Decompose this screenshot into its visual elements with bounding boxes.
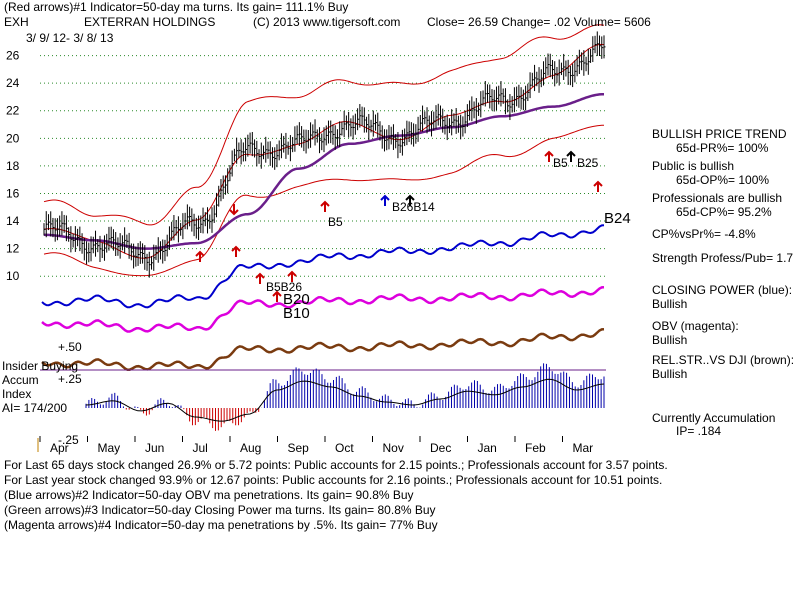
y-tick-20: 20 <box>6 131 20 145</box>
cp-vs-pr: CP%vsPr%= -4.8% <box>652 227 756 241</box>
y-tick-14: 14 <box>6 214 20 228</box>
x-tick-Nov: Nov <box>383 441 404 455</box>
y-tick-16: 16 <box>6 186 20 200</box>
annotation-b20: B20 <box>283 291 310 308</box>
annotation-b5-right: B5 <box>553 156 568 170</box>
annotation-b10: B10 <box>283 305 310 322</box>
index-label: Index <box>2 387 32 401</box>
indicator-1-text: (Red arrows)#1 Indicator=50-day ma turns… <box>4 0 349 14</box>
obv-line <box>41 286 605 333</box>
y-tick-12: 12 <box>6 242 20 256</box>
obv-value: Bullish <box>652 333 688 347</box>
x-tick-Aug: Aug <box>240 441 261 455</box>
ma50-line <box>43 92 604 250</box>
ip-value: IP= .184 <box>676 424 722 438</box>
footer-65-days: For Last 65 days stock changed 26.9% or … <box>4 458 668 472</box>
footer-magenta-arrows: (Magenta arrows)#4 Indicator=50-day ma p… <box>4 518 438 532</box>
annotation-b25: B25 <box>577 156 599 170</box>
accum-ma-line <box>85 378 605 422</box>
red-arrow-up-head <box>272 290 282 297</box>
black-arrow-up-head <box>405 194 415 201</box>
copyright: (C) 2013 www.tigersoft.com <box>253 15 401 29</box>
ai-value: AI= 174/200 <box>2 401 68 415</box>
pros-bullish: Professionals are bullish <box>652 191 783 205</box>
x-tick-Mar: Mar <box>573 441 594 455</box>
relstr-line <box>41 328 605 371</box>
accum-tick-p50: +.50 <box>58 340 82 354</box>
obv-label: OBV (magenta): <box>652 319 739 333</box>
x-tick-Apr: Apr <box>50 441 69 455</box>
rel-str-label: REL.STR..VS DJI (brown): <box>652 353 795 367</box>
date-range: 3/ 9/ 12- 3/ 8/ 13 <box>26 31 114 45</box>
red-arrow-up-head <box>255 272 265 279</box>
lower-band-line <box>43 124 605 277</box>
footer-last-year: For Last year stock changed 93.9% or 12.… <box>4 473 663 487</box>
y-tick-22: 22 <box>6 104 20 118</box>
cp-value: 65d-CP%= 95.2% <box>676 205 772 219</box>
public-bullish: Public is bullish <box>652 159 735 173</box>
ticker: EXH <box>4 15 29 29</box>
x-tick-Jun: Jun <box>145 441 164 455</box>
y-tick-18: 18 <box>6 159 20 173</box>
x-tick-May: May <box>98 441 121 455</box>
y-tick-24: 24 <box>6 76 20 90</box>
x-tick-Feb: Feb <box>525 441 546 455</box>
x-tick-Jul: Jul <box>193 441 208 455</box>
y-tick-10: 10 <box>6 269 20 283</box>
annotation-b5: B5 <box>328 215 343 229</box>
x-tick-Oct: Oct <box>335 441 354 455</box>
company-name: EXTERRAN HOLDINGS <box>84 15 216 29</box>
x-tick-Dec: Dec <box>430 441 451 455</box>
accum-tick-p25: +.25 <box>58 372 82 386</box>
accum-status: Currently Accumulation <box>652 411 776 425</box>
op-value: 65d-OP%= 100% <box>676 173 770 187</box>
strength-ratio: Strength Profess/Pub= 1.7 <box>652 251 794 265</box>
pr-value: 65d-PR%= 100% <box>676 141 769 155</box>
red-arrow-up-head <box>593 180 603 187</box>
footer-blue-arrows: (Blue arrows)#2 Indicator=50-day OBV ma … <box>4 488 414 502</box>
annotation-b5b26: B5B26 <box>266 280 303 294</box>
red-arrow-up-head <box>287 270 297 277</box>
closing-power-label: CLOSING POWER (blue): <box>652 283 793 297</box>
insider-buying-label: Insider Buying <box>2 359 79 373</box>
x-tick-Jan: Jan <box>478 441 497 455</box>
rel-str-value: Bullish <box>652 367 688 381</box>
annotation-b26b14: B26B14 <box>392 200 435 214</box>
accum-tick-m25: -.25 <box>58 433 79 447</box>
red-arrow-up-head <box>231 245 241 252</box>
quote-summary: Close= 26.59 Change= .02 Volume= 5606 <box>427 15 651 29</box>
x-tick-Sep: Sep <box>288 441 310 455</box>
red-arrow-up-head <box>320 200 330 207</box>
y-tick-26: 26 <box>6 49 20 63</box>
footer-green-arrows: (Green arrows)#3 Indicator=50-day Closin… <box>4 503 436 517</box>
closing-power-line <box>41 224 605 309</box>
closing-power-value: Bullish <box>652 297 688 311</box>
red-arrow-down-head <box>229 209 239 216</box>
accum-label: Accum <box>2 373 39 387</box>
upper-band-line <box>43 24 605 226</box>
blue-arrow-up-head <box>380 194 390 201</box>
trend-title: BULLISH PRICE TREND <box>652 127 787 141</box>
black-arrow-up-head <box>566 150 576 157</box>
red-arrow-up-head <box>544 150 554 157</box>
annotation-b24: B24 <box>604 210 631 227</box>
red-arrow-up-head <box>195 250 205 257</box>
